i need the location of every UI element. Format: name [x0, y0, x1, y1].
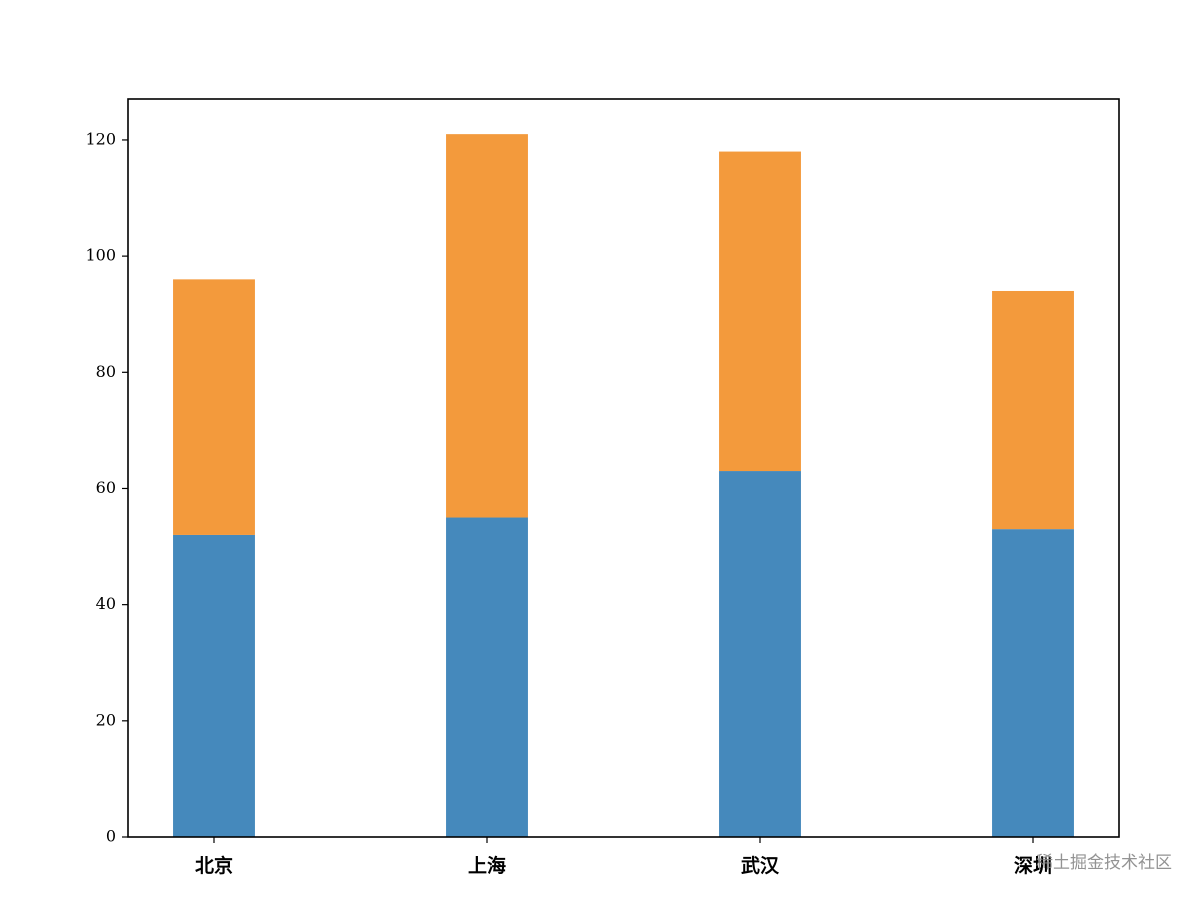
y-tick-label: 0 [106, 827, 116, 846]
bar-segment [719, 151, 801, 472]
y-tick-label: 100 [85, 246, 116, 265]
x-tick-label: 深圳 [1014, 854, 1052, 877]
y-tick-label: 120 [85, 129, 116, 148]
x-tick-label: 武汉 [741, 855, 780, 877]
bar-segment [992, 529, 1074, 837]
y-tick-label: 60 [96, 478, 116, 497]
bar-segment [446, 134, 528, 518]
bar-segment [446, 517, 528, 837]
y-tick-label: 80 [96, 362, 116, 381]
bar-segment [719, 471, 801, 837]
y-tick-label: 40 [96, 594, 116, 613]
x-tick-label: 上海 [468, 854, 506, 877]
watermark: 稀土掘金技术社区 [1036, 853, 1172, 873]
bar-segment [173, 279, 255, 535]
x-tick-label: 北京 [195, 854, 233, 877]
y-tick-label: 20 [96, 710, 116, 729]
bar-segment [992, 290, 1074, 530]
bar-segment [173, 534, 255, 837]
plot-frame [127, 98, 1120, 838]
